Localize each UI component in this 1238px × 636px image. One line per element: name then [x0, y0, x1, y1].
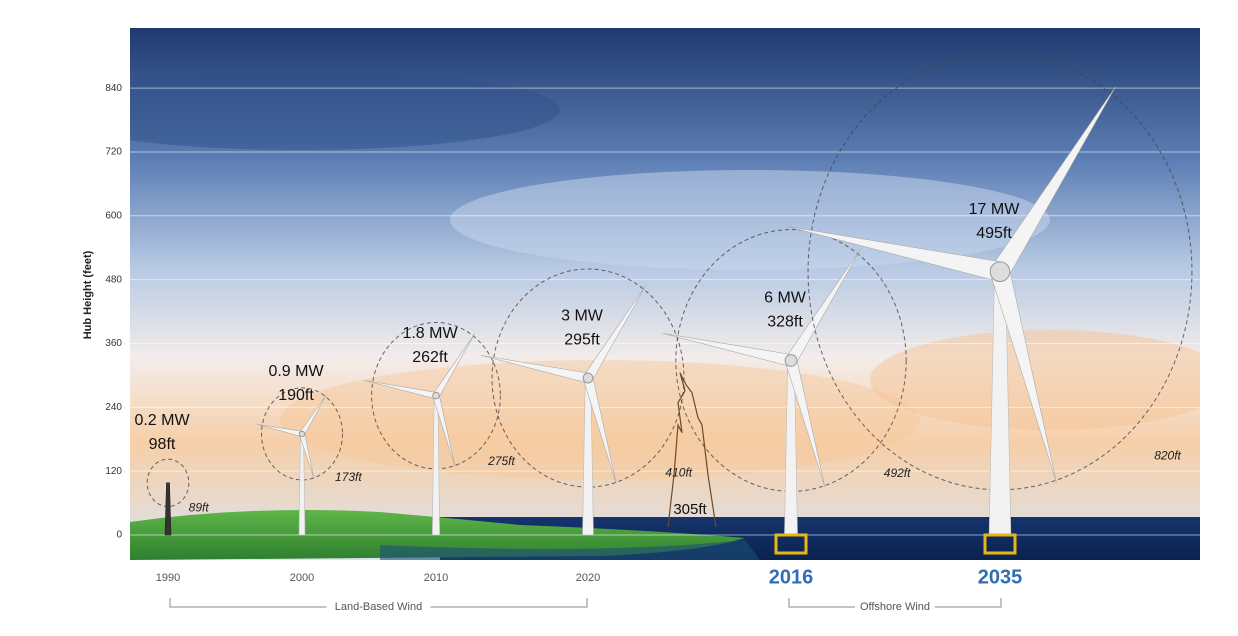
hub-height-label: 295ft	[564, 331, 600, 348]
group-bracket	[788, 598, 1002, 608]
rotor-circle	[261, 387, 343, 481]
y-tick-label: 0	[116, 530, 122, 541]
hub	[298, 430, 306, 438]
hub-height-label: 190ft	[278, 387, 314, 404]
hub	[582, 372, 594, 384]
hub	[784, 354, 798, 367]
foundation	[774, 533, 808, 555]
capacity-label: 3 MW	[561, 307, 604, 324]
diameter-label: 89ft	[189, 500, 210, 514]
x-tick-label: 2035	[978, 566, 1023, 588]
hub	[432, 391, 440, 400]
foundation	[983, 533, 1017, 555]
group-label: Land-Based Wind	[335, 601, 422, 613]
y-tick-label: 840	[105, 83, 122, 94]
x-tick-label: 2000	[290, 572, 314, 584]
diameter-label: 492ft	[884, 466, 911, 480]
diameter-label: 173ft	[335, 470, 362, 484]
y-tick-label: 600	[105, 210, 122, 221]
rotor-circle	[146, 458, 190, 508]
capacity-label: 0.2 MW	[134, 412, 190, 429]
capacity-label: 1.8 MW	[402, 325, 458, 342]
landmark	[667, 372, 717, 528]
rotor-circle	[491, 268, 685, 488]
chart-layer: 0 120 240 360 480 600 720 840 305ft 0.2 MW 98ft 89f…	[105, 53, 1200, 613]
group-label: Offshore Wind	[860, 601, 930, 613]
x-tick-label: 2010	[424, 572, 448, 584]
hub-height-label: 495ft	[976, 225, 1012, 242]
x-tick-label: 2020	[576, 572, 600, 584]
diameter-label: 410ft	[665, 466, 692, 480]
background	[130, 28, 1200, 560]
y-tick-label: 480	[105, 274, 122, 285]
tower	[164, 482, 172, 536]
y-tick-label: 720	[105, 147, 122, 158]
hub-height-label: 98ft	[149, 436, 176, 453]
capacity-label: 17 MW	[969, 201, 1021, 218]
capacity-label: 6 MW	[764, 290, 807, 307]
y-tick-label: 120	[105, 466, 122, 477]
diameter-label: 275ft	[487, 454, 515, 468]
hub	[989, 261, 1011, 282]
y-tick-label: 360	[105, 338, 122, 349]
y-axis-label: Hub Height (feet)	[82, 250, 94, 339]
x-tick-label: 1990	[156, 572, 180, 584]
diameter-label: 820ft	[1154, 449, 1181, 463]
group-bracket	[169, 598, 588, 608]
y-tick-label: 240	[105, 402, 122, 413]
landmark-label: 305ft	[673, 501, 707, 518]
capacity-label: 0.9 MW	[268, 363, 324, 380]
hub-height-label: 328ft	[767, 314, 803, 331]
rotor-circle	[675, 229, 907, 492]
hub-height-label: 262ft	[412, 349, 448, 366]
x-tick-label: 2016	[769, 566, 814, 588]
